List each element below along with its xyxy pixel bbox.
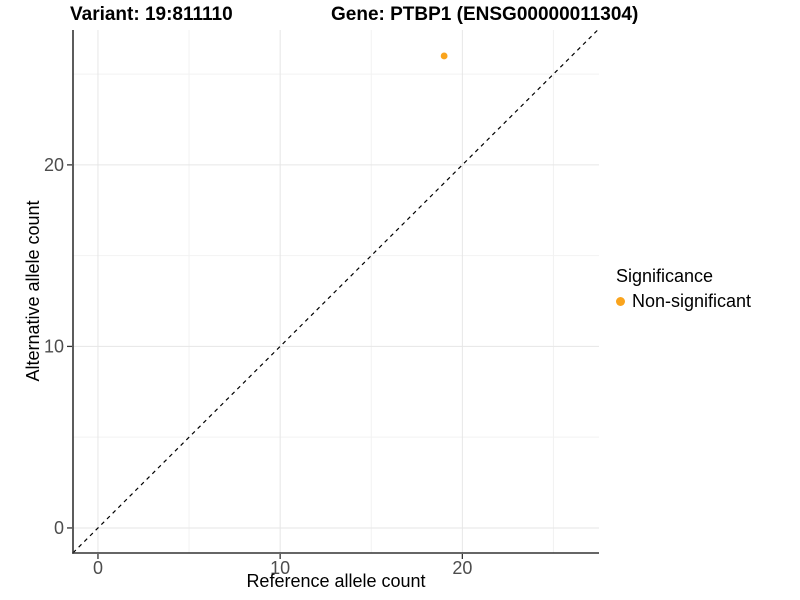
legend-item-label: Non-significant: [632, 291, 752, 311]
variant-title: Variant: 19:811110: [70, 4, 233, 25]
data-point: [440, 52, 448, 60]
identity-dashed-line: [72, 29, 599, 554]
y-tick-label: 0: [54, 518, 64, 538]
x-tick-label: 10: [270, 558, 290, 578]
legend-point-icon: [616, 297, 625, 306]
y-tick-label: 20: [44, 155, 64, 175]
legend-item-non-significant: Non-significant: [616, 292, 751, 311]
legend: Significance Non-significant: [616, 266, 751, 311]
x-tick-label: 20: [452, 558, 472, 578]
y-tick-label: 10: [44, 336, 64, 356]
legend-title: Significance: [616, 266, 714, 286]
gene-title: Gene: PTBP1 (ENSG00000011304): [331, 4, 639, 25]
x-axis-title: Reference allele count: [246, 571, 426, 591]
x-tick-label: 0: [93, 558, 103, 578]
y-axis-title: Alternative allele count: [23, 200, 43, 382]
